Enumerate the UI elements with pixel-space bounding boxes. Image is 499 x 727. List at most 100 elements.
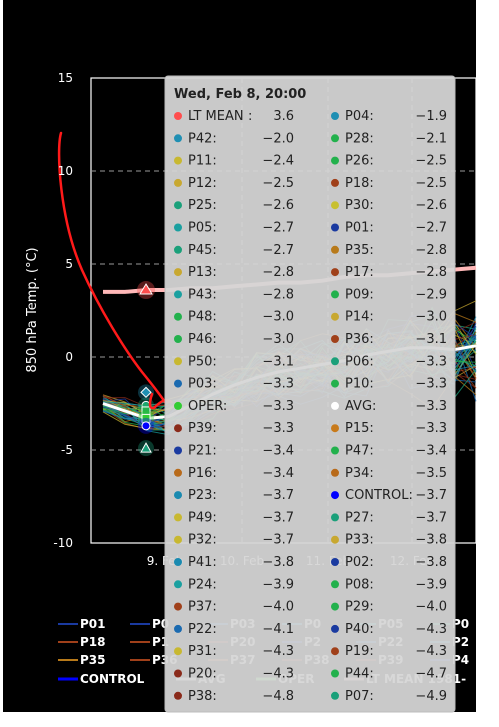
tooltip-series-name: P24: [188, 577, 217, 592]
tooltip-series-bullet [174, 379, 182, 388]
tooltip-series-name: P28: [345, 131, 374, 146]
tooltip-series-value: −4.0 [262, 600, 294, 615]
legend-item-label: P2 [452, 635, 469, 649]
tooltip-series-name: P07: [345, 689, 374, 704]
tooltip-series-bullet [331, 312, 339, 321]
tooltip-series-name: P10: [345, 377, 374, 392]
tooltip-series-value: −2.9 [415, 287, 447, 302]
tooltip-series-bullet [174, 268, 182, 277]
tooltip-series-value: −3.9 [415, 577, 447, 592]
tooltip-series-value: −4.0 [415, 600, 447, 615]
tooltip: Wed, Feb 8, 20:00 LT MEAN : 3.6 P04: −1.9 P42… [164, 75, 456, 713]
tooltip-series-bullet [331, 535, 339, 544]
tooltip-series-name: P32: [188, 533, 217, 548]
tooltip-series-value: −2.7 [415, 221, 447, 236]
tooltip-series-value: −3.8 [262, 555, 294, 570]
tooltip-series-name: P05: [188, 221, 217, 236]
tooltip-series-name: P16: [188, 466, 217, 481]
tooltip-series-value: −3.7 [415, 510, 447, 525]
tooltip-series-name: P44: [345, 667, 374, 682]
tooltip-series-name: P03: [188, 377, 217, 392]
tooltip-series-name: P25: [188, 198, 217, 213]
tooltip-series-value: −1.9 [415, 109, 447, 124]
tooltip-series-value: −2.7 [262, 243, 294, 258]
tooltip-series-value: −4.3 [262, 667, 294, 682]
tooltip-series-name: P14: [345, 310, 374, 325]
tooltip-series-name: P39: [188, 421, 217, 436]
tooltip-series-bullet [331, 290, 339, 299]
tooltip-series-bullet [174, 513, 182, 522]
tooltip-series-bullet [331, 468, 339, 477]
tooltip-series-bullet [174, 112, 182, 120]
y-tick-label: 15 [58, 71, 73, 85]
tooltip-series-bullet [331, 178, 339, 187]
tooltip-series-bullet [331, 223, 339, 232]
y-tick-label: -5 [61, 443, 73, 457]
tooltip-series-value: −3.1 [415, 332, 447, 347]
tooltip-series-value: −4.9 [415, 689, 447, 704]
tooltip-series-value: 3.6 [273, 109, 294, 124]
tooltip-title: Wed, Feb 8, 20:00 [174, 87, 306, 102]
red-annotation-arrow [57, 131, 173, 410]
tooltip-series-name: P35: [345, 243, 374, 258]
legend-item-label: P01 [80, 617, 106, 631]
tooltip-series-name: P30: [345, 198, 374, 213]
y-tick-label: -10 [53, 536, 73, 550]
tooltip-series-name: P01: [345, 221, 374, 236]
tooltip-series-name: OPER: [188, 399, 227, 414]
tooltip-series-value: −3.0 [262, 310, 294, 325]
tooltip-series-value: −3.3 [415, 421, 447, 436]
tooltip-series-bullet [331, 424, 339, 433]
tooltip-series-name: LT MEAN [188, 109, 244, 124]
tooltip-series-value: −3.3 [262, 421, 294, 436]
tooltip-series-bullet [331, 112, 339, 120]
tooltip-series-name: P26: [345, 154, 374, 169]
tooltip-series-bullet [174, 580, 182, 589]
legend-item-label: CONTROL [80, 672, 145, 686]
tooltip-series-value: −3.7 [262, 510, 294, 525]
tooltip-series-name: P09: [345, 287, 374, 302]
tooltip-series-bullet [174, 424, 182, 433]
tooltip-series-name: P12: [188, 176, 217, 191]
tooltip-series-bullet [331, 624, 339, 633]
tooltip-series-value: −2.4 [262, 154, 294, 169]
legend-item-label: P0 [452, 617, 469, 631]
tooltip-series-bullet [174, 535, 182, 544]
tooltip-series-bullet [174, 290, 182, 299]
tooltip-series-bullet [174, 178, 182, 187]
tooltip-series-name: CONTROL: [345, 488, 413, 503]
tooltip-series-value: −3.5 [415, 466, 447, 481]
tooltip-series-bullet [331, 691, 339, 700]
tooltip-series-value: −2.6 [262, 198, 294, 213]
tooltip-series-bullet [174, 335, 182, 343]
tooltip-series-name: P11: [188, 154, 217, 169]
tooltip-series-name: P34: [345, 466, 374, 481]
tooltip-series-bullet [331, 156, 339, 165]
tooltip-series-name: P06: [345, 354, 374, 369]
y-axis-label: 850 hPa Temp. (°C) [25, 247, 40, 372]
tooltip-series-value: −3.0 [415, 310, 447, 325]
tooltip-series-bullet [331, 580, 339, 589]
tooltip-series-name: P17: [345, 265, 374, 280]
tooltip-series-name: P20: [188, 667, 217, 682]
tooltip-series-value: −3.3 [415, 377, 447, 392]
tooltip-series-value: −3.8 [415, 555, 447, 570]
tooltip-series-name: P29: [345, 600, 374, 615]
tooltip-series-name: P21: [188, 444, 217, 459]
tooltip-series-name: P38: [188, 689, 217, 704]
tooltip-series-name: P42: [188, 131, 217, 146]
tooltip-series-bullet [331, 201, 339, 210]
tooltip-series-bullet [331, 335, 339, 343]
tooltip-series-bullet [174, 624, 182, 633]
tooltip-series-value: −3.3 [262, 377, 294, 392]
tooltip-series-value: −2.8 [262, 287, 294, 302]
tooltip-series-bullet [174, 201, 182, 210]
tooltip-series-name: P33: [345, 533, 374, 548]
tooltip-series-value: −4.7 [415, 667, 447, 682]
tooltip-series-name: P41: [188, 555, 217, 570]
tooltip-series-bullet [331, 647, 339, 656]
tooltip-series-name: P47: [345, 444, 374, 459]
tooltip-series-value: −2.6 [415, 198, 447, 213]
tooltip-series-name: P36: [345, 332, 374, 347]
